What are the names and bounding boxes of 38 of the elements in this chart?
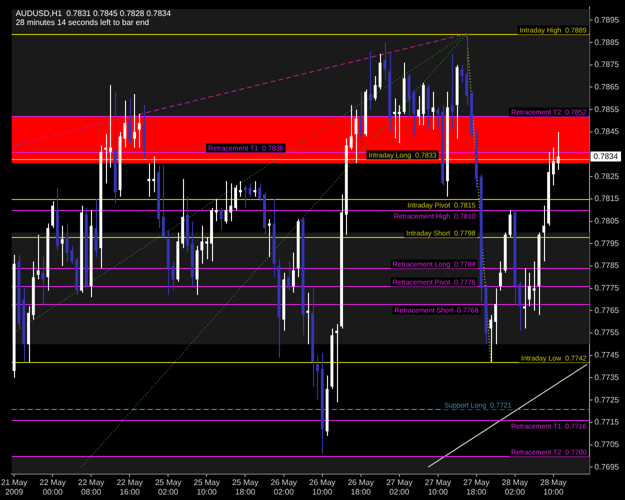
x-tick-label: 28 May 10:00 (540, 478, 567, 496)
annotation: 0.7834 (594, 152, 619, 162)
y-tick-label: 0.7875 (594, 60, 620, 70)
text: 28 minutes 14 seconds left to bar end (16, 18, 150, 27)
y-tick-label: 0.7855 (594, 104, 620, 114)
x-tick-label: 27 May 02:00 (386, 478, 412, 496)
y-tick-label: 0.7845 (594, 127, 620, 136)
y-tick-label: 0.7705 (594, 440, 620, 449)
y-tick-label: 0.7775 (594, 284, 620, 293)
x-tick-label: 25 May 18:00 (232, 478, 258, 496)
y-tick-label: 0.7755 (594, 328, 620, 338)
x-tick-label: 26 May 10:00 (309, 478, 336, 496)
x-tick-label: 25 May 10:00 (194, 478, 220, 496)
x-tick-label: 26 May 18:00 (348, 478, 374, 496)
y-tick-label: 0.7785 (594, 261, 620, 270)
y-tick-label: 0.7745 (594, 350, 620, 360)
y-tick-label: 0.7825 (594, 172, 620, 181)
x-tick-label: 27 May 18:00 (463, 478, 490, 496)
chart-title: AUDUSD,H1 0.7831 0.7845 0.7828 0.7834 (16, 8, 172, 18)
x-tick-label: 26 May 02:00 (270, 478, 297, 496)
y-tick-label: 0.7715 (594, 418, 620, 427)
x-tick-label: 25 May 02:00 (155, 478, 182, 496)
y-tick-label: 0.7765 (594, 306, 620, 315)
y-tick-label: 0.7895 (594, 15, 620, 24)
y-tick-label: 0.7815 (594, 194, 620, 204)
y-tick-label: 0.7885 (594, 38, 620, 47)
x-tick-label: 22 May 08:00 (78, 478, 104, 496)
x-tick-label: 22 May 16:00 (116, 478, 143, 496)
x-tick-label: 22 May 00:00 (40, 478, 66, 496)
y-tick-label: 0.7865 (594, 82, 620, 92)
y-tick-label: 0.7735 (594, 372, 620, 382)
y-tick-label: 0.7795 (594, 238, 620, 248)
y-tick-label: 0.7695 (594, 462, 620, 472)
y-tick-label: 0.7805 (594, 216, 620, 226)
y-tick-label: 0.7725 (594, 395, 620, 404)
x-tick-label: 21 May 2009 (1, 478, 28, 496)
x-tick-label: 28 May 02:00 (502, 478, 528, 496)
x-tick-label: 27 May 10:00 (424, 478, 451, 496)
